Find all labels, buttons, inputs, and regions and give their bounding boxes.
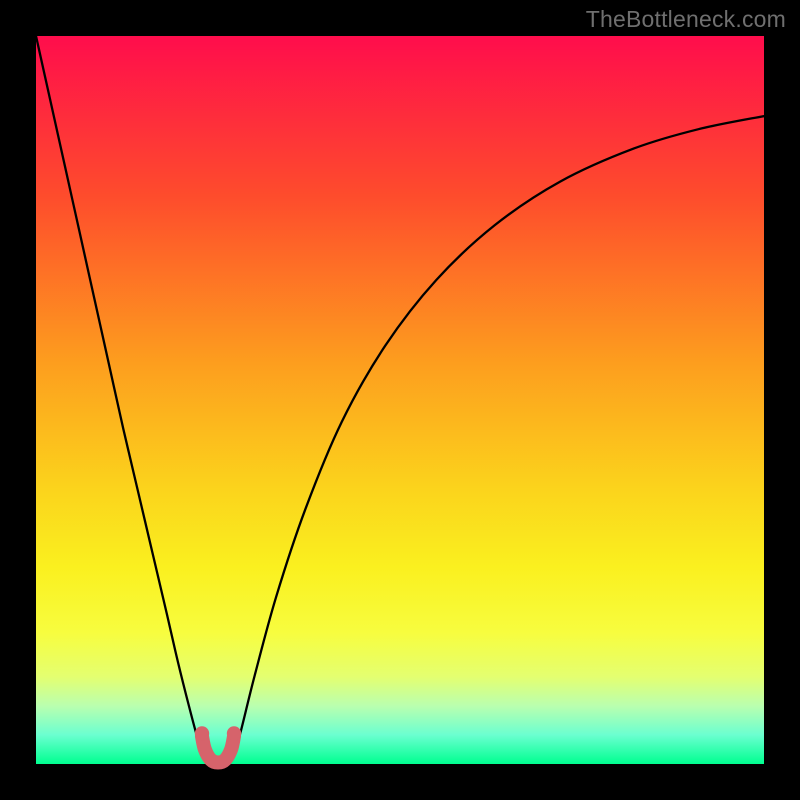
watermark-label: TheBottleneck.com (586, 6, 786, 33)
chart-gradient-bg (36, 36, 764, 764)
optimal-range-endpoint-left (195, 726, 209, 740)
bottleneck-curve-chart (0, 0, 800, 800)
optimal-range-endpoint-right (227, 726, 241, 740)
chart-stage: TheBottleneck.com (0, 0, 800, 800)
